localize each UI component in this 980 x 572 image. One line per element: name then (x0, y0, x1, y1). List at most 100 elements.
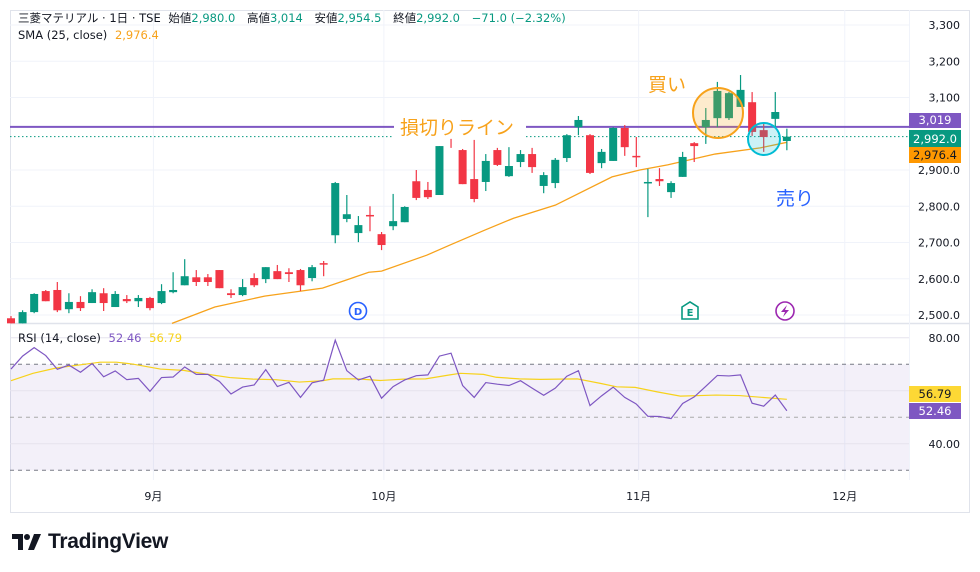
candle-body (678, 156, 687, 177)
rsi-legend[interactable]: RSI (14, close) 52.46 56.79 (18, 331, 186, 345)
candle (227, 289, 236, 298)
rsi-tick: 80.00 (929, 332, 961, 345)
candle (470, 139, 479, 203)
candle (342, 195, 351, 223)
high-value: 3,014 (269, 11, 303, 25)
candle-body (203, 277, 212, 283)
candle-body (250, 278, 259, 286)
sell-circle (747, 122, 781, 156)
candle (516, 150, 525, 168)
candle-body (192, 277, 201, 283)
low-label: 安値 (314, 11, 338, 25)
candle (7, 316, 15, 324)
candle (111, 291, 120, 308)
rsi-ma-label: 56.79 (919, 387, 952, 401)
candle-body (782, 136, 791, 141)
sma-price-label-bg (909, 147, 961, 163)
dividend-icon (348, 301, 368, 321)
candle (724, 92, 733, 120)
candle-body (516, 154, 525, 163)
symbol-legend[interactable]: 三菱マテリアル · 1日 · TSE 始値2,980.0 高値3,014 安値2… (18, 10, 570, 26)
candle-body (400, 206, 409, 223)
candle (539, 172, 548, 194)
candle-body (76, 301, 85, 309)
change-value: −71.0 (−2.32%) (471, 11, 566, 25)
candle (620, 125, 629, 156)
candle-body (261, 267, 270, 280)
candle (192, 270, 201, 286)
stop-line-price-label: 3,019 (919, 113, 952, 127)
candle (632, 137, 641, 168)
candle (528, 147, 537, 173)
candle-body (412, 181, 421, 198)
candle (690, 142, 699, 163)
price-axis[interactable]: 3,300 3,200 3,100 2,900.0 2,800.0 2,700.0 2,60… (144, 19, 961, 503)
candle-body (169, 289, 178, 293)
dividend-marker: D (354, 307, 362, 318)
candle (713, 81, 722, 128)
candle-body (319, 263, 328, 265)
candle-body (609, 127, 618, 161)
candle (157, 284, 166, 305)
candle (261, 267, 270, 284)
rsi-pane (10, 337, 909, 471)
candle (562, 134, 571, 163)
candle-body (227, 293, 236, 296)
sma-legend[interactable]: SMA (25, close) 2,976.4 (18, 28, 163, 42)
time-tick: 12月 (832, 490, 857, 503)
lightning-glyph (781, 305, 789, 317)
tradingview-logo[interactable]: TradingView (12, 530, 168, 554)
candle-body (574, 119, 583, 128)
candle-body (145, 297, 154, 309)
candle-body (308, 267, 317, 279)
time-tick: 11月 (626, 490, 651, 503)
rsi-ma-line (10, 361, 787, 400)
candle (400, 206, 409, 223)
last-price-label-bg (909, 130, 961, 147)
candle-body (701, 119, 710, 128)
candle (504, 147, 513, 177)
candle-body (423, 189, 432, 198)
candle-body (481, 160, 490, 182)
candle (574, 115, 583, 136)
open-label: 始値 (168, 11, 192, 25)
candle (365, 206, 374, 232)
candle (88, 289, 97, 304)
candle (122, 295, 131, 304)
buy-label: 買い (648, 74, 686, 96)
candle-body (562, 135, 571, 159)
rsi-value-label-bg (909, 403, 961, 419)
candle-body (655, 179, 664, 182)
rsi-value: 52.46 (108, 331, 142, 345)
last-price-label: 2,992.0 (913, 132, 957, 146)
earnings-marker: E (687, 308, 694, 319)
candle-body (111, 293, 120, 308)
candle-body (377, 234, 386, 246)
candle-body (238, 287, 247, 296)
candle (99, 288, 108, 312)
rsi-label: RSI (14, close) (18, 331, 101, 345)
candle (250, 273, 259, 288)
buy-circle (692, 87, 744, 139)
price-tick: 3,100 (929, 92, 961, 105)
candle-body (215, 270, 224, 289)
tradingview-logo-icon (12, 534, 41, 550)
candle (203, 274, 212, 286)
candle (609, 127, 618, 161)
candle-body (157, 291, 166, 304)
candle (493, 147, 502, 167)
candle-body (296, 270, 305, 286)
price-tick: 2,800.0 (918, 200, 960, 213)
candle-body (99, 293, 108, 304)
candle (655, 168, 664, 186)
candle-body (331, 183, 340, 236)
price-tick: 2,500.0 (918, 309, 960, 322)
stop-line-label: 損切りライン (400, 117, 514, 139)
time-tick: 10月 (371, 490, 396, 503)
candle-body (539, 175, 548, 186)
price-tick: 3,300 (929, 19, 961, 32)
sma-value: 2,976.4 (114, 28, 159, 42)
candle-body (667, 183, 676, 193)
candle-body (30, 293, 39, 313)
